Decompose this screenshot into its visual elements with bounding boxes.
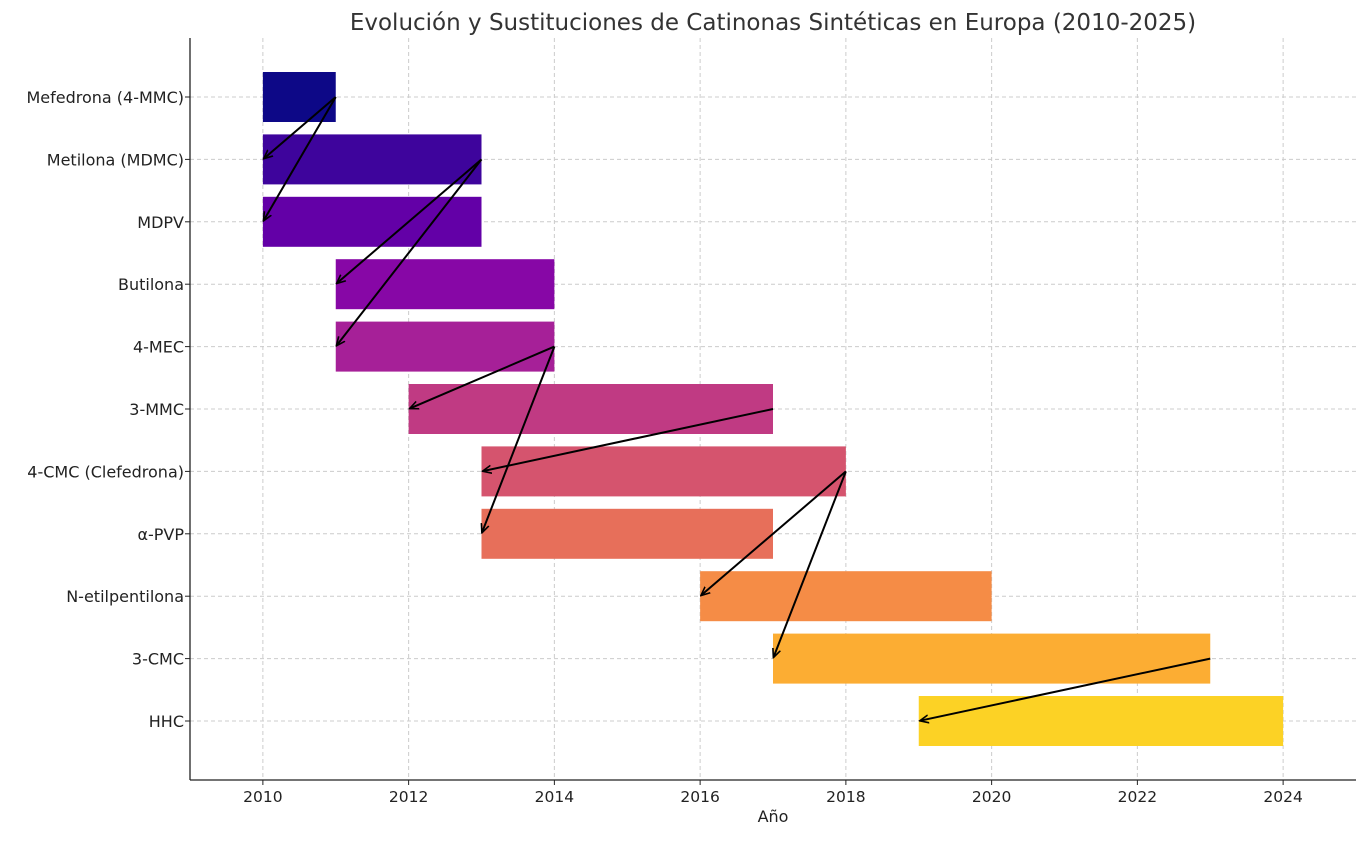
substitution-arrow: [921, 657, 1211, 721]
x-axis-label: Año: [758, 807, 789, 826]
substitution-arrow: [410, 345, 555, 409]
y-tick-label: Metilona (MDMC): [47, 150, 184, 169]
bar-3: [335, 259, 555, 310]
bar-8: [700, 571, 992, 622]
substitution-arrow: [702, 470, 847, 594]
y-tick-label: 3-CMC: [132, 650, 184, 669]
chart-title: Evolución y Sustituciones de Catinonas S…: [350, 10, 1196, 36]
y-tick-label: 4-MEC: [133, 338, 184, 357]
y-tick-label: 4-CMC (Clefedrona): [27, 462, 184, 481]
y-tick-label: MDPV: [137, 213, 184, 232]
x-tick-label: 2018: [826, 788, 865, 806]
substitution-arrow: [264, 96, 337, 158]
x-tick-label: 2012: [389, 788, 428, 806]
y-tick-label: Mefedrona (4-MMC): [26, 88, 184, 107]
substitution-arrow: [482, 346, 556, 532]
substitution-arrow: [337, 158, 483, 345]
bar-6: [481, 446, 846, 497]
bar-5: [408, 384, 773, 434]
bar-4: [335, 321, 555, 372]
bar-10: [918, 696, 1284, 746]
x-tick-label: 2014: [535, 788, 574, 806]
y-tick-label: HHC: [149, 712, 184, 731]
x-tick-label: 2010: [243, 788, 282, 806]
y-tick-label: 3-MMC: [129, 400, 184, 419]
substitution-arrow: [337, 158, 483, 282]
x-tick-label: 2016: [680, 788, 719, 806]
x-tick-label: 2022: [1118, 788, 1157, 806]
axes: 2010 2012 2014 2016 2018 2020 2022 2024 Mefedron…: [26, 38, 1356, 806]
y-tick-label: Butilona: [118, 275, 184, 294]
substitution-arrow: [264, 96, 337, 220]
bar-1: [262, 134, 482, 185]
bar-7: [481, 508, 773, 559]
substitution-arrows: [264, 96, 1211, 721]
substitution-arrow: [774, 471, 847, 656]
y-tick-label: α-PVP: [137, 525, 184, 544]
bar-2: [262, 196, 482, 247]
x-tick-label: 2024: [1263, 788, 1302, 806]
substitution-arrow: [483, 408, 774, 471]
x-tick-label: 2020: [972, 788, 1011, 806]
y-tick-label: N-etilpentilona: [66, 587, 184, 606]
bar-0: [262, 72, 336, 122]
bar-9: [773, 633, 1211, 684]
